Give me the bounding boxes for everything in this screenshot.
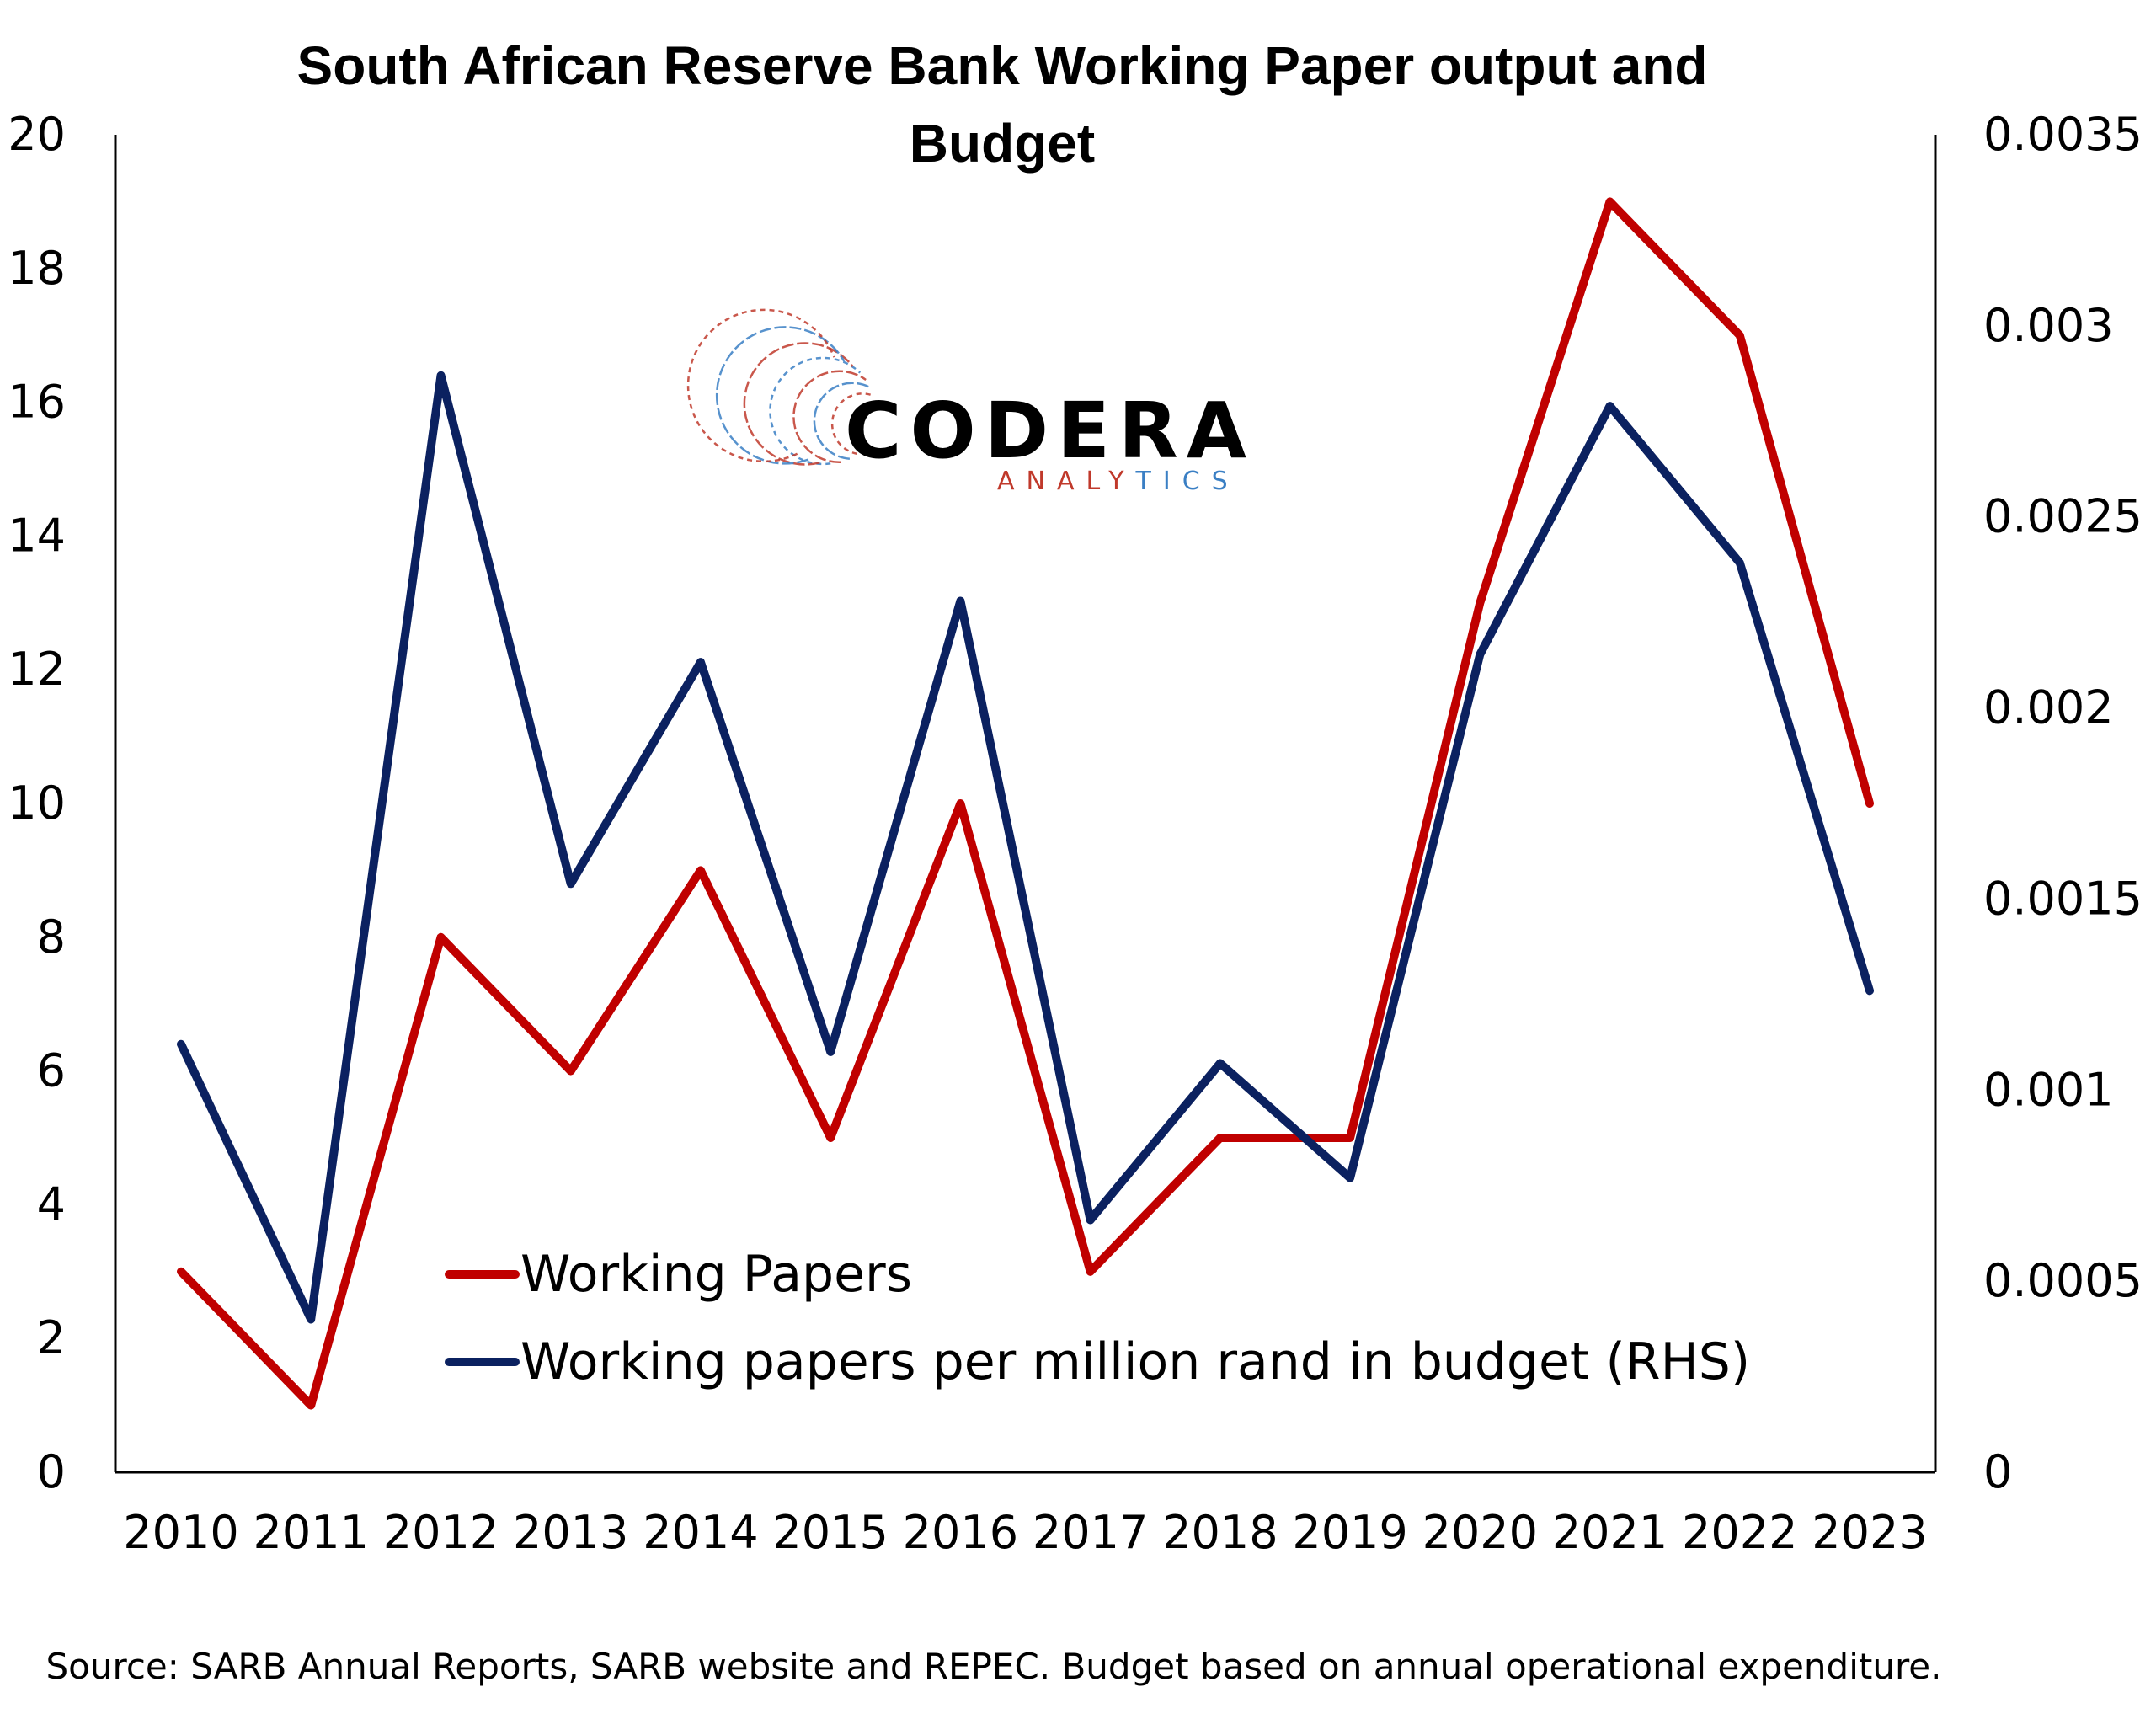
left-tick-label: 2 [37, 1311, 66, 1364]
series-point-working-papers [1090, 1271, 1091, 1273]
right-tick-label: 0.002 [1983, 681, 2114, 734]
series-point-per-million [440, 375, 441, 376]
left-tick-label: 18 [8, 242, 66, 295]
left-tick-labels: 0 2 4 6 8 10 12 14 16 18 20 [8, 108, 66, 1498]
logo-arc [792, 370, 867, 463]
series-point-per-million [1349, 1177, 1351, 1179]
x-tick-label: 2019 [1292, 1506, 1407, 1559]
x-tick-label: 2015 [772, 1506, 888, 1559]
series-point-per-million [1609, 405, 1611, 407]
x-tick-label: 2012 [383, 1506, 499, 1559]
x-tick-label: 2014 [643, 1506, 758, 1559]
series-point-working-papers [1219, 1137, 1221, 1139]
chart-title-line2: Budget [910, 113, 1095, 174]
x-tick-label: 2017 [1033, 1506, 1148, 1559]
left-tick-label: 4 [37, 1177, 66, 1231]
right-tick-label: 0.0035 [1983, 108, 2143, 161]
left-tick-label: 8 [37, 910, 66, 964]
logo-arc [830, 392, 873, 456]
series-line-per-million [177, 371, 1874, 1324]
x-tick-label: 2010 [123, 1506, 238, 1559]
right-tick-label: 0.0025 [1983, 490, 2143, 543]
x-tick-label: 2018 [1162, 1506, 1278, 1559]
codera-logo: CODERA ANALYTICS [686, 308, 1255, 496]
series-point-per-million [1479, 654, 1481, 655]
x-tick-label: 2013 [513, 1506, 628, 1559]
left-tick-label: 6 [37, 1044, 66, 1097]
legend-label-per-million: Working papers per million rand in budge… [520, 1332, 1750, 1391]
left-tick-label: 0 [37, 1445, 66, 1498]
x-tick-label: 2021 [1552, 1506, 1668, 1559]
right-tick-label: 0 [1983, 1445, 2012, 1498]
series-point-working-papers [830, 1137, 831, 1139]
series-point-per-million [830, 1051, 831, 1053]
series-point-working-papers [1609, 200, 1611, 202]
logo-arc [813, 382, 871, 460]
series-layer [177, 197, 1874, 1410]
logo-arc [686, 308, 835, 463]
right-tick-labels: 0 0.0005 0.001 0.0015 0.002 0.0025 0.003 0.0035 [1983, 108, 2143, 1498]
logo-tagline-part2: TICS [1135, 467, 1240, 496]
x-tick-label: 2022 [1682, 1506, 1797, 1559]
series-point-per-million [700, 661, 702, 663]
left-tick-label: 20 [8, 108, 66, 161]
left-tick-label: 12 [8, 643, 66, 696]
logo-tagline-part1: ANALY [997, 467, 1136, 496]
series-point-working-papers [700, 869, 702, 871]
series-point-working-papers [1479, 602, 1481, 604]
series-point-per-million [1219, 1063, 1221, 1065]
right-tick-label: 0.0015 [1983, 872, 2143, 925]
source-note: Source: SARB Annual Reports, SARB websit… [46, 1646, 1942, 1687]
logo-arc [743, 342, 854, 466]
series-point-per-million [310, 1319, 312, 1321]
legend-label-working-papers: Working Papers [520, 1245, 912, 1304]
legend: Working Papers Working papers per millio… [445, 1245, 1750, 1391]
x-tick-label: 2020 [1422, 1506, 1538, 1559]
series-point-working-papers [310, 1405, 312, 1407]
logo-tagline: ANALYTICS [997, 467, 1240, 496]
series-point-working-papers [959, 803, 961, 804]
left-tick-label: 10 [8, 777, 66, 830]
series-point-working-papers [1349, 1137, 1351, 1139]
series-line-working-papers [177, 197, 1874, 1410]
right-tick-label: 0.003 [1983, 299, 2114, 352]
x-tick-label: 2023 [1812, 1506, 1927, 1559]
series-point-working-papers [1739, 334, 1741, 336]
x-tick-label: 2016 [903, 1506, 1018, 1559]
series-point-working-papers [180, 1271, 182, 1273]
logo-ring-icon [686, 308, 873, 466]
chart-title-line1: South African Reserve Bank Working Paper… [297, 35, 1708, 96]
logo-arc [715, 326, 846, 465]
logo-name: CODERA [845, 386, 1255, 476]
logo-arc [769, 356, 862, 466]
right-tick-label: 0.0005 [1983, 1254, 2143, 1307]
x-tick-label: 2011 [253, 1506, 369, 1559]
series-point-working-papers [570, 1070, 572, 1072]
x-tick-labels: 2010 2011 2012 2013 2014 2015 2016 2017 2018 2019… [123, 1506, 1927, 1559]
right-tick-label: 0.001 [1983, 1063, 2114, 1116]
left-tick-label: 14 [8, 509, 66, 562]
left-tick-label: 16 [8, 376, 66, 429]
